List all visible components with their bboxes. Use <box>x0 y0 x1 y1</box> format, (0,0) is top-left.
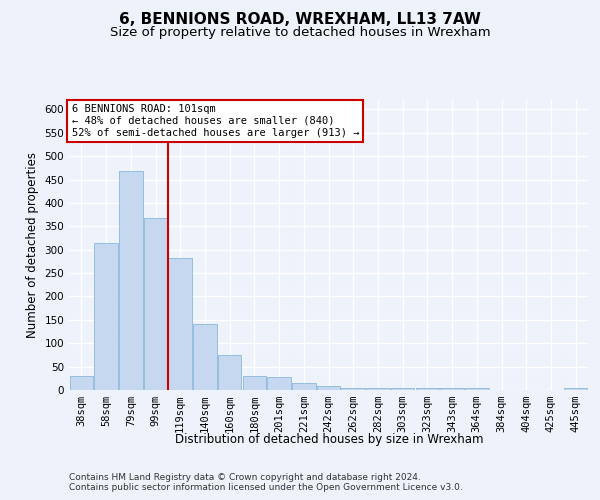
Bar <box>292 383 316 390</box>
Text: Distribution of detached houses by size in Wrexham: Distribution of detached houses by size … <box>175 432 483 446</box>
Bar <box>341 388 365 390</box>
Bar <box>366 388 389 390</box>
Bar <box>218 355 241 390</box>
Text: 6, BENNIONS ROAD, WREXHAM, LL13 7AW: 6, BENNIONS ROAD, WREXHAM, LL13 7AW <box>119 12 481 28</box>
Bar <box>70 376 93 390</box>
Bar <box>169 258 192 390</box>
Bar <box>391 388 415 390</box>
Bar <box>144 218 167 390</box>
Bar <box>119 171 143 390</box>
Text: 6 BENNIONS ROAD: 101sqm
← 48% of detached houses are smaller (840)
52% of semi-d: 6 BENNIONS ROAD: 101sqm ← 48% of detache… <box>71 104 359 138</box>
Bar <box>440 388 464 390</box>
Bar <box>193 324 217 390</box>
Bar <box>242 376 266 390</box>
Bar <box>564 388 587 390</box>
Bar <box>416 388 439 390</box>
Text: Size of property relative to detached houses in Wrexham: Size of property relative to detached ho… <box>110 26 490 39</box>
Bar <box>94 242 118 390</box>
Bar <box>317 386 340 390</box>
Text: Contains HM Land Registry data © Crown copyright and database right 2024.
Contai: Contains HM Land Registry data © Crown c… <box>69 472 463 492</box>
Bar <box>465 388 488 390</box>
Y-axis label: Number of detached properties: Number of detached properties <box>26 152 39 338</box>
Bar <box>268 377 291 390</box>
